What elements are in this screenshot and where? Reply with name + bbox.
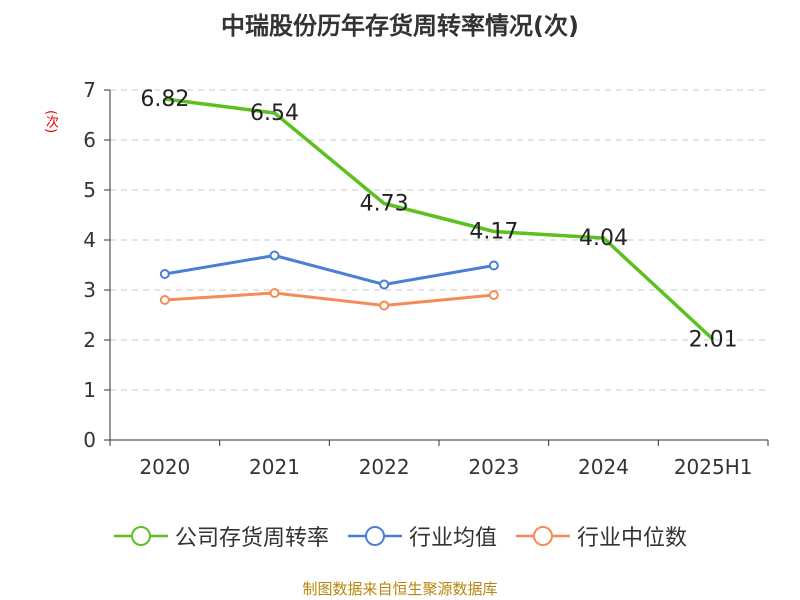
x-tick-label: 2020 <box>139 455 190 479</box>
series <box>159 97 715 341</box>
legend-swatch-icon <box>516 526 570 546</box>
data-point <box>379 300 390 311</box>
data-label: 4.04 <box>579 226 628 251</box>
data-point <box>159 295 170 305</box>
data-point <box>488 290 499 300</box>
x-tick-label: 2022 <box>359 455 410 479</box>
data-source-note: 制图数据来自恒生聚源数据库 <box>302 580 498 598</box>
legend: 公司存货周转率 行业均值 行业中位数 <box>0 520 800 552</box>
y-tick-label: 0 <box>83 428 96 452</box>
legend-swatch-marker <box>130 526 151 546</box>
data-point <box>379 279 390 290</box>
x-tick-label: 2024 <box>578 455 629 479</box>
y-tick-label: 2 <box>83 328 96 352</box>
data-point <box>488 260 499 271</box>
data-point <box>269 288 280 298</box>
data-label: 2.01 <box>689 328 738 353</box>
legend-swatch-marker <box>533 526 553 546</box>
legend-swatch-icon <box>347 526 402 546</box>
series-line <box>164 254 495 286</box>
legend-item[interactable]: 行业均值 <box>347 520 497 552</box>
axes: 0 1 2 3 4 5 6 7 2020 2021 2022 2023 2024 2025H1 <box>83 78 769 479</box>
series-line <box>164 97 715 341</box>
y-tick-label: 5 <box>83 178 96 202</box>
chart-title: 中瑞股份历年存货周转率情况(次) <box>221 12 579 40</box>
data-labels: 6.82 6.54 4.73 4.17 4.04 2.01 <box>140 87 737 353</box>
y-axis-unit-label: (次) <box>43 110 58 134</box>
x-tick-label: 2021 <box>249 455 300 479</box>
y-tick-label: 6 <box>83 128 96 152</box>
x-tick-label: 2025H1 <box>674 455 753 479</box>
series-line <box>164 291 494 307</box>
data-label: 6.82 <box>140 87 189 112</box>
legend-swatch-icon <box>113 526 168 546</box>
legend-item[interactable]: 行业中位数 <box>515 520 687 552</box>
data-point <box>269 250 280 261</box>
data-label: 6.54 <box>250 101 299 126</box>
y-tick-label: 3 <box>83 278 96 302</box>
data-label: 4.17 <box>469 220 518 245</box>
x-tick-label: 2023 <box>468 455 519 479</box>
y-tick-label: 4 <box>83 228 96 252</box>
y-tick-label: 1 <box>83 378 96 402</box>
grid-lines <box>110 89 768 391</box>
legend-label: 行业均值 <box>408 526 497 551</box>
legend-label: 行业中位数 <box>577 526 688 551</box>
legend-item[interactable]: 公司存货周转率 <box>113 520 329 552</box>
legend-label: 公司存货周转率 <box>174 526 329 551</box>
data-point <box>159 269 170 279</box>
data-label: 4.73 <box>360 192 409 217</box>
y-tick-label: 7 <box>83 78 96 102</box>
legend-swatch-marker <box>364 526 385 546</box>
